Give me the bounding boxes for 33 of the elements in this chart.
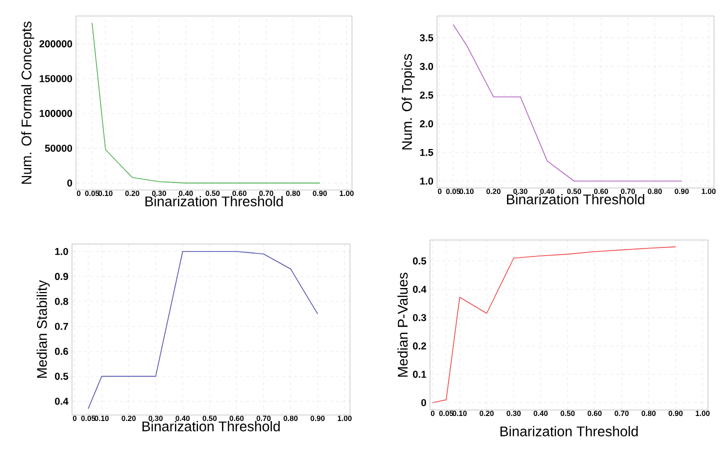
y-axis-title: Num. Of Topics — [402, 54, 415, 150]
x-axis-title: Binarization Threshold — [507, 194, 644, 204]
y-tick-label: 0.9 — [54, 272, 68, 280]
y-tick-label: 3.5 — [420, 34, 434, 42]
y-tick-label: 100000 — [40, 110, 72, 117]
x-axis-title: Binarization Threshold — [146, 196, 283, 206]
y-axis-title: Num. Of Formal Concepts — [21, 22, 34, 184]
y-tick-label: 0.4 — [412, 286, 426, 293]
y-tick-label: 0 — [421, 399, 426, 406]
y-tick-label: 2.5 — [420, 92, 434, 99]
y-tick-label: 0.2 — [412, 342, 426, 350]
y-tick-label: 0.5 — [54, 372, 68, 380]
y-tick-label: 1.0 — [55, 248, 68, 256]
y-tick-label: 2.0 — [420, 120, 434, 128]
y-axis-title: Median P-Values — [397, 272, 408, 377]
y-tick-label: 0.7 — [54, 322, 68, 330]
y-tick-label: 1.5 — [420, 148, 434, 156]
y-tick-label: 50000 — [44, 144, 72, 152]
y-tick-label: 0.4 — [54, 398, 68, 405]
x-axis-title: Binarization Threshold — [142, 421, 280, 432]
line-series — [432, 246, 676, 404]
y-tick-label: 1.0 — [420, 178, 434, 185]
y-tick-label: 3.0 — [420, 62, 434, 70]
x-axis-title: Binarization Threshold — [500, 426, 638, 436]
y-tick-label: 0.5 — [412, 257, 426, 265]
y-tick-label: 0.8 — [54, 298, 68, 305]
y-tick-label: 0.3 — [412, 314, 426, 322]
y-tick-label: 200000 — [39, 40, 72, 48]
y-tick-label: 0.6 — [54, 348, 68, 355]
y-tick-label: 0.1 — [412, 370, 426, 378]
y-axis-title: Median Stability — [36, 280, 50, 378]
y-tick-label: 150000 — [40, 75, 72, 82]
y-tick-label: 0 — [67, 180, 72, 187]
